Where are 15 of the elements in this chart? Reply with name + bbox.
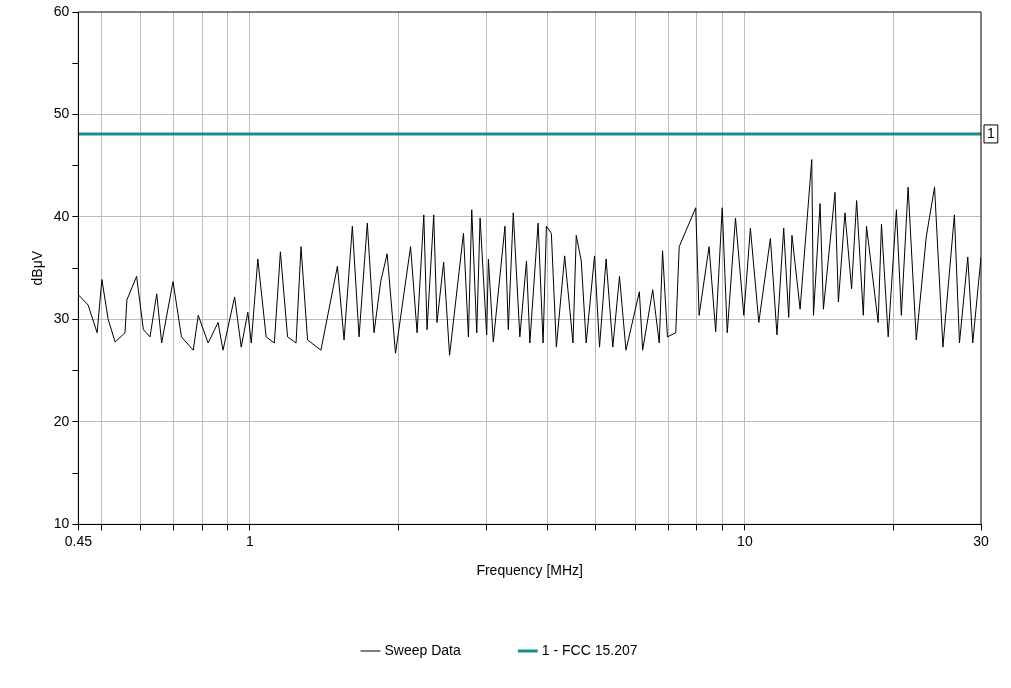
annotation: 1: [987, 124, 995, 141]
y-tick-label: 30: [53, 310, 70, 327]
y-tick-label: 10: [53, 515, 70, 532]
y-tick-label: 50: [53, 105, 70, 122]
y-axis-title: dBμV: [29, 250, 46, 286]
x-tick-label: 30: [973, 532, 989, 549]
x-tick-label: 1: [246, 532, 255, 549]
legend-label: Sweep Data: [384, 641, 461, 658]
legend-label: 1 - FCC 15.207: [541, 641, 638, 658]
y-tick-label: 40: [53, 207, 70, 224]
y-tick-label: 20: [53, 412, 70, 429]
x-tick-label: 10: [737, 532, 753, 549]
y-tick-label: 60: [53, 2, 70, 19]
x-axis-title: Frequency [MHz]: [476, 562, 583, 579]
x-tick-label: 0.45: [64, 532, 93, 549]
